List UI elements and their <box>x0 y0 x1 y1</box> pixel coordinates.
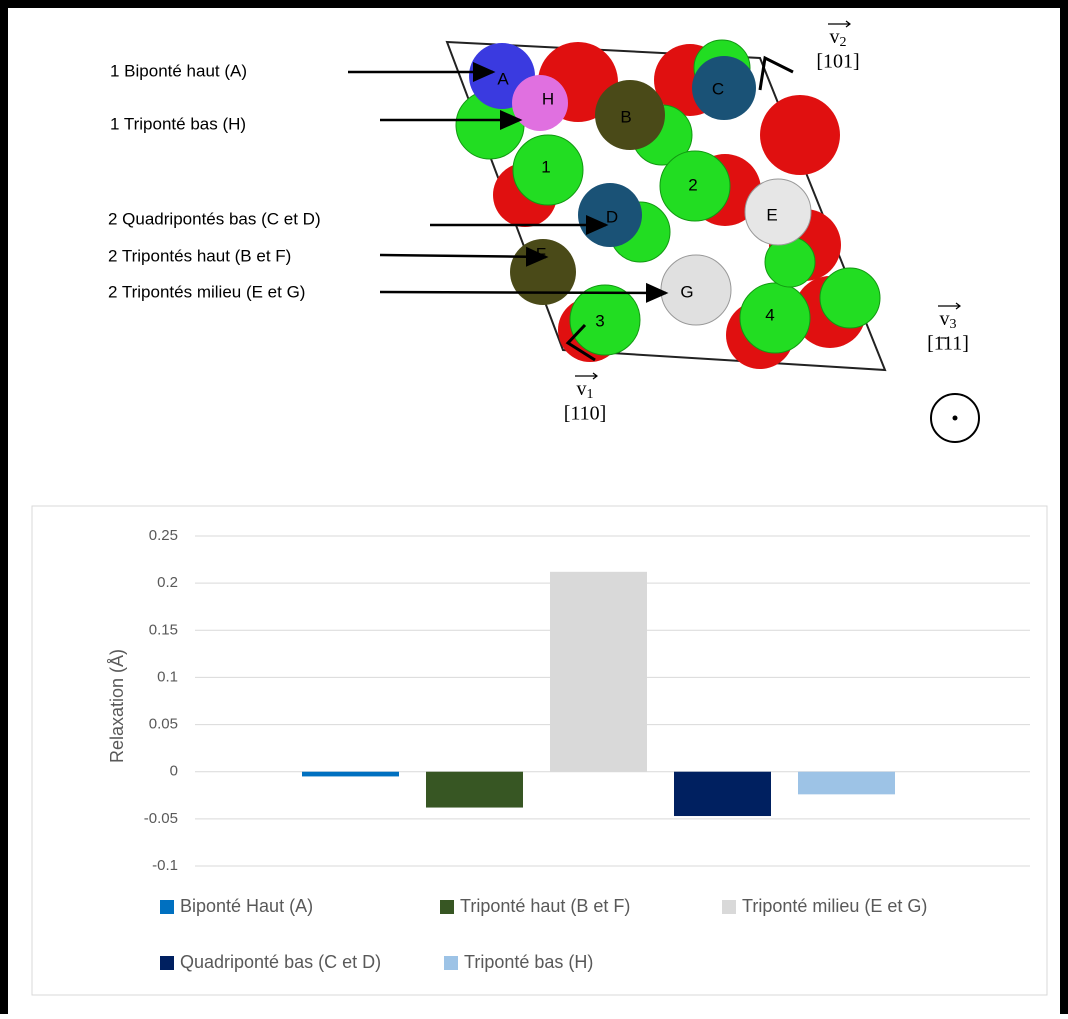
legend-label: Triponté milieu (E et G) <box>742 896 927 916</box>
arrow <box>379 282 669 303</box>
annotation: 2 Tripontés milieu (E et G) <box>108 282 305 301</box>
bar <box>674 771 771 817</box>
y-tick-label: 0 <box>170 763 178 780</box>
legend-swatch <box>160 956 174 970</box>
atom-label: F <box>536 244 546 263</box>
vector-symbol: v <box>830 26 840 48</box>
atom-label: H <box>542 89 554 108</box>
legend-label: Quadriponté bas (C et D) <box>180 952 381 972</box>
structure <box>348 39 980 443</box>
atom-label: C <box>712 79 724 98</box>
atom-b <box>595 80 665 150</box>
y-tick-label: 0.25 <box>149 527 178 544</box>
atom-label: 1 <box>541 157 550 176</box>
y-tick-label: -0.1 <box>152 857 178 874</box>
atom-c <box>692 56 756 120</box>
vector-direction: [101] <box>816 51 859 73</box>
annotation: 2 Tripontés haut (B et F) <box>108 246 291 265</box>
legend-swatch <box>160 900 174 914</box>
y-tick-label: -0.05 <box>144 810 178 827</box>
annotation: 1 Biponté haut (A) <box>110 61 247 80</box>
atom-label: 3 <box>595 311 604 330</box>
y-tick-label: 0.05 <box>149 716 178 733</box>
metal-atoms <box>455 39 881 356</box>
y-tick-label: 0.2 <box>157 574 178 591</box>
vector-direction: [110] <box>564 403 607 425</box>
y-tick-label: 0.1 <box>157 668 178 685</box>
vector-v3-symbol <box>930 393 980 443</box>
bar <box>798 771 895 795</box>
atom-label: A <box>497 69 509 88</box>
y-axis-label: Relaxation (Å) <box>107 649 127 763</box>
vector-symbol: v <box>940 308 950 330</box>
vector-index: 2 <box>840 35 847 50</box>
atom-label: G <box>680 282 693 301</box>
annotation: 2 Quadripontés bas (C et D) <box>108 209 321 228</box>
chart-area <box>31 505 1048 996</box>
vector-name: v1 <box>577 378 594 403</box>
atom-g <box>660 254 732 326</box>
vector-symbol: v <box>577 378 587 400</box>
vector-name: v3 <box>940 308 957 333</box>
atom-label: B <box>620 107 631 126</box>
vector-arrow <box>828 20 851 28</box>
vector-index: 3 <box>950 317 957 332</box>
vector-name: v2 <box>830 26 847 51</box>
annotation: 1 Triponté bas (H) <box>110 114 246 133</box>
atom-label: 4 <box>765 305 774 324</box>
y-tick-label: 0.15 <box>149 621 178 638</box>
bar <box>426 771 523 808</box>
legend-swatch <box>722 900 736 914</box>
atom-label: 2 <box>688 175 697 194</box>
arrow <box>379 246 549 267</box>
bar <box>302 771 399 777</box>
legend-swatch <box>444 956 458 970</box>
atom-label: D <box>606 207 618 226</box>
atom-e <box>744 178 812 246</box>
vector-arrow <box>938 302 961 310</box>
legend-label: Triponté haut (B et F) <box>460 896 630 916</box>
vector-v1 <box>565 323 596 362</box>
legend-label: Biponté Haut (A) <box>180 896 313 916</box>
vector-v2 <box>758 55 794 91</box>
vector-arrow <box>575 372 598 380</box>
vector-direction: [1̄11] <box>927 333 969 355</box>
vector-v3-dot <box>952 415 958 421</box>
atom-label: E <box>766 205 777 224</box>
atom-h <box>512 75 568 131</box>
vector-index: 1 <box>587 387 594 402</box>
bar <box>550 571 647 772</box>
legend-label: Triponté bas (H) <box>464 952 593 972</box>
legend-swatch <box>440 900 454 914</box>
